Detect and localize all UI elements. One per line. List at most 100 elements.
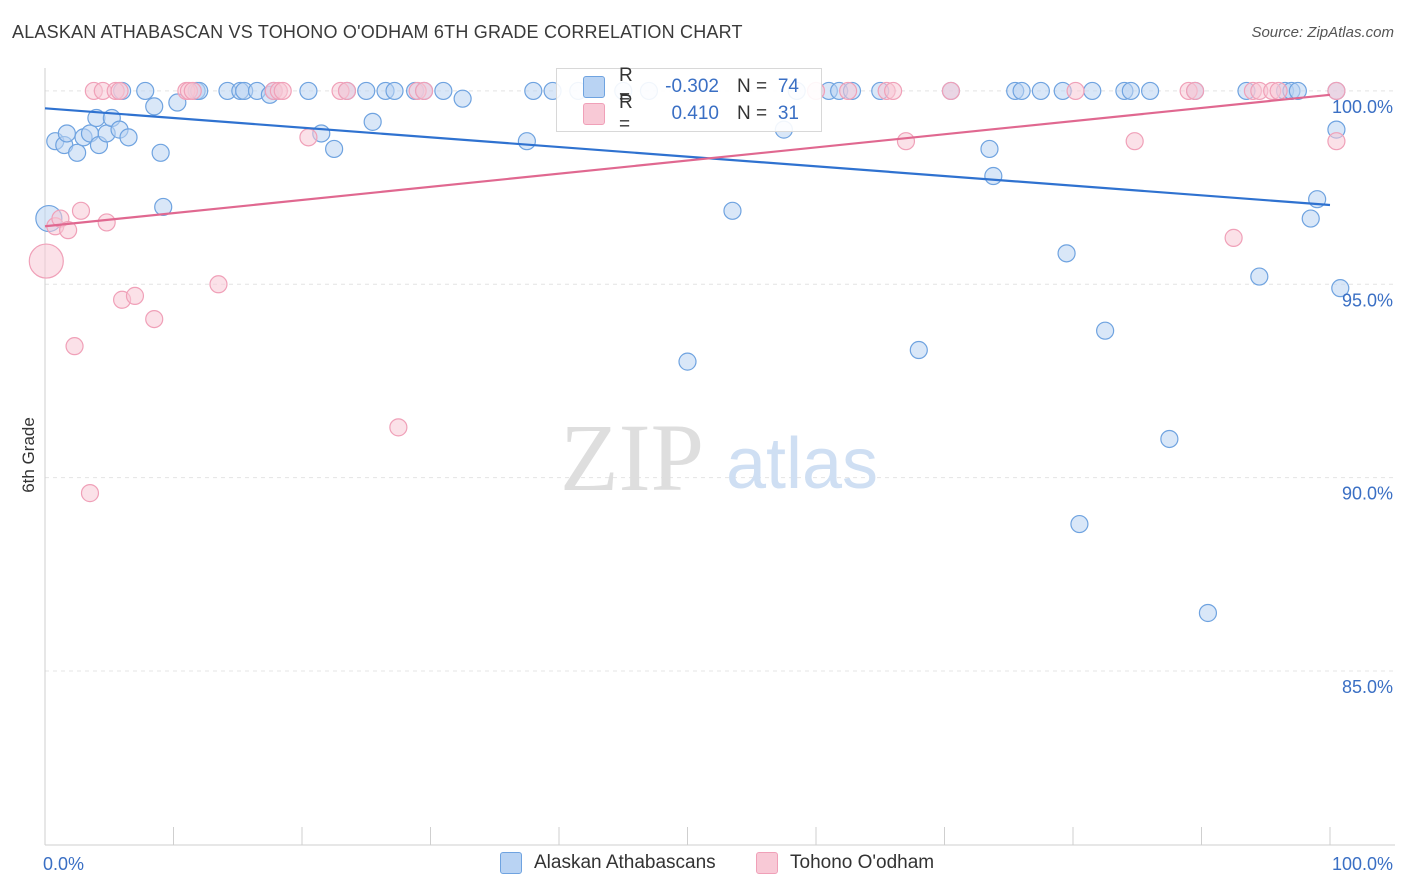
athabascan-point [57, 124, 76, 143]
athabascan-point [723, 201, 742, 220]
tohono-point [941, 81, 961, 101]
legend-item-tohono: Tohono O'odham [756, 852, 934, 874]
tohono-point [97, 213, 116, 232]
athabascan-point [145, 97, 164, 116]
athabascan-point [1012, 81, 1031, 101]
y-tick-label: 100.0% [1332, 97, 1393, 117]
athabascan-point [68, 143, 87, 162]
r-label: R = [619, 65, 633, 108]
athabascan-point [1250, 267, 1269, 286]
athabascan-point [909, 340, 928, 360]
tohono-n-value: 31 [777, 103, 799, 124]
stats-legend-row-athabascan: R = -0.302 N = 74 [583, 65, 799, 108]
athabascan-point [363, 112, 382, 131]
tohono-point [389, 418, 408, 437]
tohono-point [145, 309, 164, 329]
legend-swatch-athabascans [500, 852, 522, 874]
athabascan-swatch [583, 76, 605, 98]
chart-title: ALASKAN ATHABASCAN VS TOHONO O'ODHAM 6TH… [12, 22, 743, 42]
trend-lines [44, 93, 1331, 228]
athabascan-point [1140, 81, 1160, 101]
x-tick-label-min: 0.0% [43, 854, 84, 874]
tohono-point [1327, 81, 1346, 101]
n-label: N = [737, 103, 768, 124]
athabascan-point [1331, 279, 1350, 298]
tohono-point [883, 81, 903, 101]
tohono-point [1269, 81, 1288, 101]
athabascan-point [434, 81, 453, 101]
tohono-r-value: 0.410 [671, 103, 719, 124]
y-tick-label: 85.0% [1342, 677, 1393, 697]
tohono-point [1125, 132, 1144, 151]
athabascan-point [678, 352, 697, 371]
athabascan-point [1057, 244, 1076, 263]
athabascan-n-value: 74 [777, 76, 799, 97]
tohono-point [110, 81, 129, 101]
tohono-point [59, 221, 78, 240]
series-legend: Alaskan Athabascans Tohono O'odham [0, 852, 1406, 878]
athabascan-point [1301, 209, 1320, 228]
tohono-point [71, 201, 91, 220]
tohono-swatch [583, 103, 605, 125]
tohono-point [273, 81, 292, 101]
tohono-point [80, 484, 100, 503]
tohono-point [337, 81, 357, 101]
athabascan-point [984, 166, 1003, 186]
tohono-trend-line [44, 93, 1331, 228]
y-tick-label: 95.0% [1342, 290, 1393, 310]
tick-labels: 85.0% 90.0% 95.0% 100.0% 0.0% 100.0% [43, 97, 1393, 874]
athabascan-point [299, 81, 318, 101]
tohono-point [65, 337, 84, 356]
athabascan-point [453, 89, 472, 108]
athabascan-point [1160, 429, 1179, 449]
n-label: N = [737, 76, 768, 97]
tohono-point [1224, 228, 1243, 247]
athabascan-point [1096, 321, 1115, 340]
athabascan-point [980, 139, 999, 159]
athabascan-point [1121, 81, 1140, 101]
athabascan-point [357, 81, 376, 101]
data-points [28, 81, 1350, 623]
athabascan-point [1198, 603, 1218, 623]
athabascan-point [385, 81, 404, 101]
tohono-point [839, 81, 858, 101]
r-label: R = [619, 92, 633, 135]
athabascan-point [1083, 81, 1102, 101]
tohono-point [414, 81, 434, 101]
y-tick-label: 90.0% [1342, 484, 1393, 504]
athabascan-r-value: -0.302 [665, 76, 719, 97]
tohono-point [1066, 81, 1085, 101]
tohono-point [28, 243, 64, 279]
tohono-point [896, 132, 916, 151]
athabascan-point [325, 139, 344, 159]
athabascan-trend-line [44, 107, 1331, 207]
axes [44, 68, 1395, 846]
tohono-point [125, 286, 145, 305]
legend-swatch-tohono [756, 852, 778, 874]
tohono-point [1185, 81, 1205, 101]
watermark-zip: ZIP [560, 404, 704, 511]
tohono-point [209, 275, 228, 294]
legend-label-tohono: Tohono O'odham [790, 852, 935, 873]
athabascan-point [1070, 514, 1089, 534]
athabascan-point [1031, 81, 1050, 101]
athabascan-point [136, 81, 155, 101]
tohono-point [299, 128, 318, 147]
watermark: ZIP atlas [560, 404, 878, 511]
athabascan-point [517, 132, 536, 151]
stats-legend-row-tohono: R = 0.410 N = 31 [583, 92, 799, 135]
athabascan-point [1288, 81, 1307, 101]
athabascan-point [154, 197, 173, 217]
athabascan-point [119, 128, 138, 147]
tohono-point [1327, 132, 1346, 151]
y-axis-title: 6th Grade [19, 417, 38, 493]
legend-item-athabascans: Alaskan Athabascans [500, 852, 716, 874]
gridlines [45, 90, 1395, 672]
legend-label-athabascans: Alaskan Athabascans [534, 852, 716, 873]
tohono-point [183, 81, 202, 101]
chart-source: Source: ZipAtlas.com [1251, 24, 1394, 41]
athabascan-point [524, 81, 543, 101]
athabascan-point [151, 143, 170, 162]
stats-legend: R = -0.302 N = 74 R = 0.410 N = 31 [556, 65, 822, 135]
